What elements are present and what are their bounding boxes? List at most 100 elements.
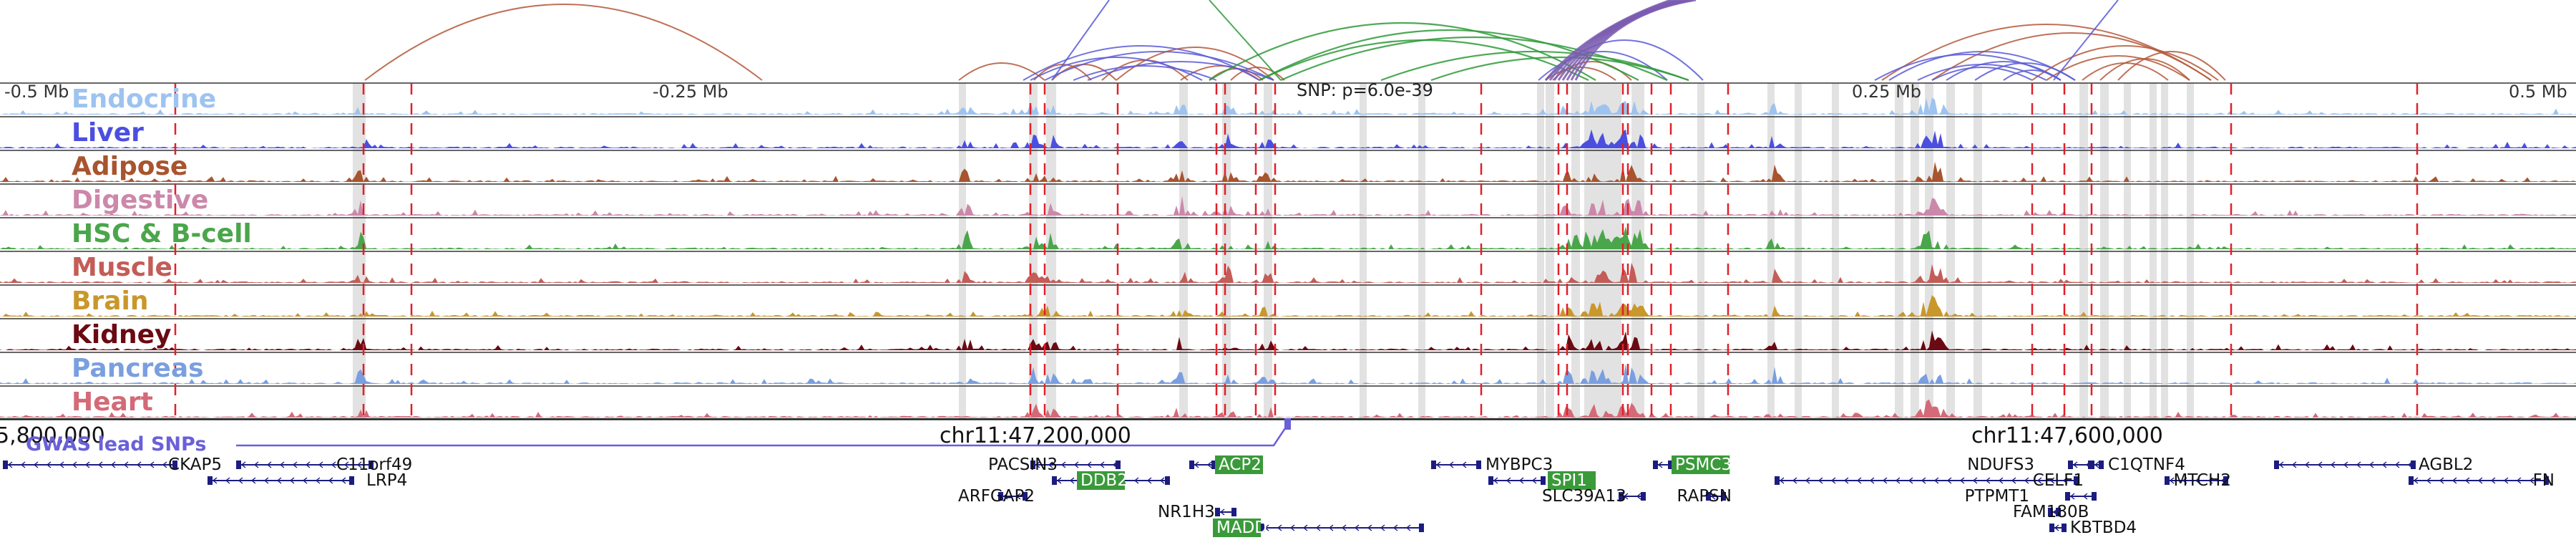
gene-strand-arrow [1289, 524, 1295, 531]
gene-label: AGBL2 [2419, 455, 2473, 474]
gene-strand-arrow [1448, 461, 1454, 468]
gene-strand-arrow [2304, 461, 2310, 468]
gene-strand-arrow [1710, 493, 1716, 500]
gene-label: FAM180B [2013, 503, 2089, 521]
gene-strand-arrow [1002, 493, 1008, 500]
gene-strand-arrow [97, 461, 103, 468]
gene-strand-arrow [318, 461, 323, 468]
interaction-arc [2003, 69, 2062, 81]
gene-strand-arrow [1933, 477, 1939, 484]
gene-label: RAPSN [1677, 487, 1732, 506]
interaction-arc [1073, 65, 1217, 81]
gene-strand-arrow [1843, 477, 1849, 484]
gene-strand-arrow [46, 461, 52, 468]
gene-spi1: SPI1 [1488, 471, 1596, 490]
gene-strand-arrow [7, 461, 13, 468]
gene-strand-arrow [238, 477, 243, 484]
interaction-line [1209, 0, 1282, 81]
gwas-label: GWAS lead SNPs [26, 433, 206, 455]
gene-strand-arrow [1792, 477, 1797, 484]
gene-exon [208, 476, 213, 485]
snp-label: SNP: p=6.0e-39 [1297, 80, 1433, 100]
gene-strand-arrow [1302, 524, 1308, 531]
gene-exon [1215, 508, 1220, 516]
gene-strand-arrow [162, 461, 167, 468]
gene-strand-arrow [2343, 461, 2348, 468]
gene-strand-arrow [1405, 524, 1411, 531]
signal-track-5 [0, 262, 2576, 283]
gene-strand-arrow [1461, 461, 1467, 468]
gene-highlight-box [1215, 455, 1264, 474]
gene-exon [1165, 476, 1170, 485]
gene-strand-arrow [2207, 477, 2213, 484]
gene-fam180b: FAM180B [2013, 503, 2089, 521]
gene-strand-arrow [33, 461, 39, 468]
gene-exon [2068, 461, 2073, 469]
gene-strand-arrow [1380, 524, 1385, 531]
gene-lrp4: LRP4 [208, 471, 407, 490]
gene-slc39a13: SLC39A13 [1542, 487, 1646, 506]
gene-highlight-box [1672, 455, 1730, 474]
gene-mtch2: MTCH2 [2165, 471, 2231, 490]
gene-exon [1030, 461, 1035, 469]
gene-strand-arrow [1435, 461, 1441, 468]
gene-label: MADD [1216, 519, 1267, 537]
gene-arfgap2: ARFGAP2 [958, 487, 1035, 506]
gene-strand-arrow [2072, 461, 2078, 468]
gene-strand-arrow [2356, 461, 2361, 468]
gene-strand-arrow [328, 477, 333, 484]
gene-strand-arrow [2439, 477, 2444, 484]
gwas-snp-marker [1284, 418, 1291, 430]
gene-strand-arrow [1099, 461, 1105, 468]
gene-strand-arrow [1194, 461, 1199, 468]
scale-label-minus-half: -0.5 Mb [4, 82, 69, 102]
gene-strand-arrow [1518, 477, 1524, 484]
gene-exon [2274, 461, 2279, 469]
gene-strand-arrow [1818, 477, 1823, 484]
gene-strand-arrow [279, 461, 285, 468]
gene-strand-arrow [1908, 477, 1913, 484]
coordinate-label-right: chr11:47,600,000 [1971, 423, 2163, 448]
interaction-arc [1209, 22, 1596, 81]
gene-exon [1189, 461, 1194, 469]
gene-strand-arrow [1048, 461, 1053, 468]
track-label-digestive: Digestive [72, 185, 208, 215]
gene-strand-arrow [331, 461, 336, 468]
gene-strand-arrow [276, 477, 282, 484]
gene-strand-arrow [1623, 493, 1629, 500]
gene-strand-arrow [250, 477, 256, 484]
gene-strand-arrow [1069, 477, 1075, 484]
gene-strand-arrow [2368, 461, 2374, 468]
signal-tracks [0, 97, 2576, 418]
gene-exon [2089, 461, 2094, 469]
gene-psmc3: PSMC3 [1653, 455, 1732, 474]
gene-strand-arrow [341, 477, 346, 484]
track-separators [0, 82, 2576, 420]
gene-strand-arrow [302, 477, 308, 484]
gene-exon [2544, 476, 2549, 485]
gene-strand-arrow [1367, 524, 1372, 531]
gene-exon [2048, 508, 2053, 516]
gene-strand-arrow [136, 461, 142, 468]
gene-exon [1706, 492, 1711, 501]
gene-strand-arrow [1015, 493, 1021, 500]
gene-strand-arrow [1060, 461, 1066, 468]
gene-strand-arrow [2451, 477, 2457, 484]
scale-label-plus-half: 0.5 Mb [2509, 82, 2567, 102]
gene-strand-arrow [253, 461, 259, 468]
gene-strand-arrow [1959, 477, 1965, 484]
gene-strand-arrow [1219, 508, 1225, 516]
gene-strand-arrow [1328, 524, 1334, 531]
scale-label-plus-quarter: 0.25 Mb [1852, 82, 1921, 102]
gene-ndufs3: NDUFS3 [1967, 455, 2093, 474]
gene-strand-arrow [1946, 477, 1952, 484]
gene-madd: MADD [1213, 519, 1424, 537]
gene-exon [1116, 461, 1121, 469]
gene-strand-arrow [2082, 493, 2088, 500]
track-label-pancreas: Pancreas [72, 354, 204, 383]
gene-label: SLC39A13 [1542, 487, 1626, 506]
coordinate-label-left: 5,800,000 [0, 423, 105, 448]
gene-strand-arrow [2195, 477, 2200, 484]
gene-strand-arrow [2516, 477, 2522, 484]
